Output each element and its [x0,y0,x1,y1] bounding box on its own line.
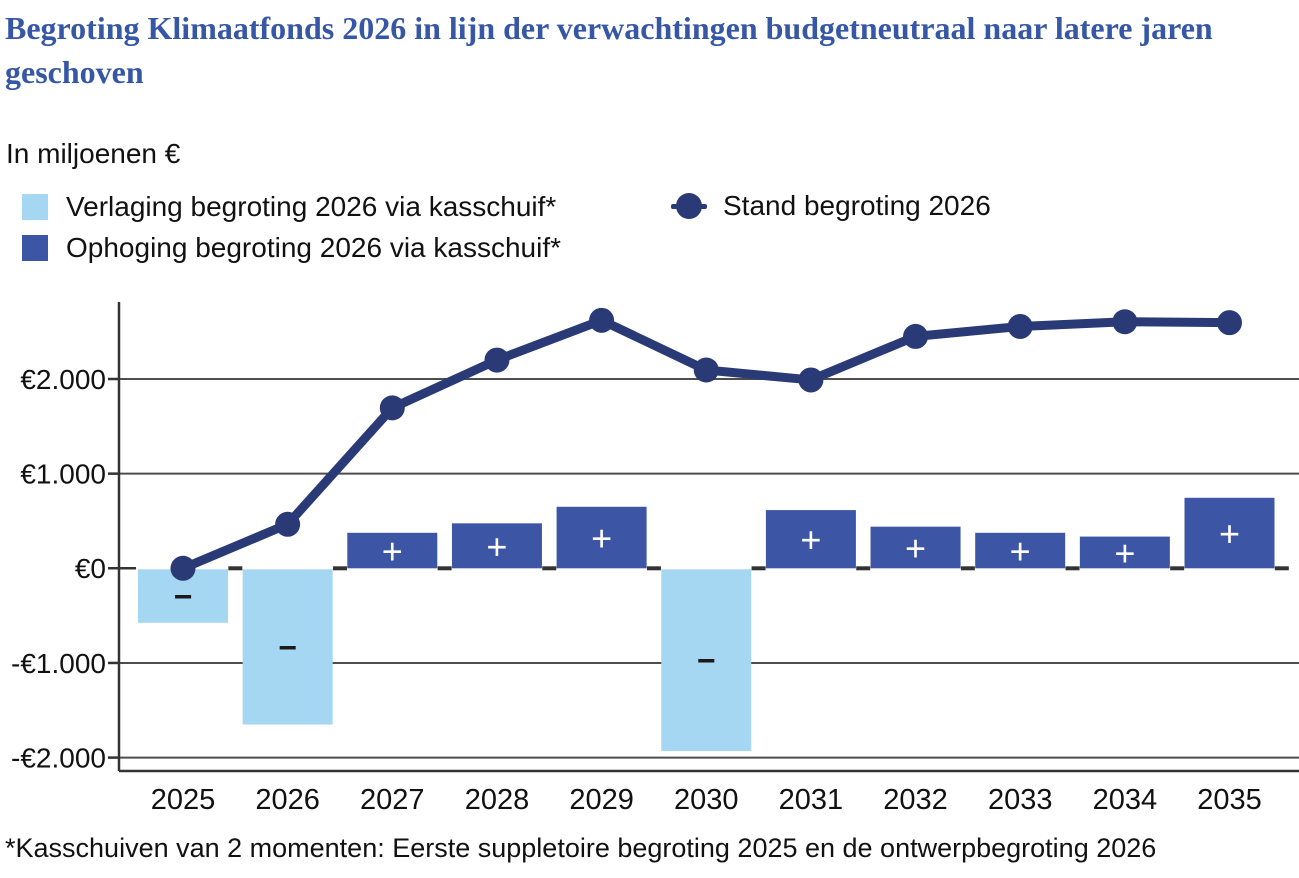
line-point-2030 [693,357,719,383]
x-label-2031: 2031 [779,784,844,816]
bar-sign-2035: + [1219,513,1240,554]
ophoging-swatch-icon [22,235,48,261]
bar-2033 [975,532,1066,569]
y-tick-label-1000: €1.000 [20,458,106,489]
line-point-2026 [275,511,301,537]
bar-sign-2034: + [1114,532,1135,573]
line-point-2025 [170,555,196,581]
combo-chart: €2.000 €1.000 €0 -€1.000 -€2.000 − − + + + − + + + + +2… [11,302,1299,816]
line-point-2028 [484,347,510,373]
chart-unit-label: In miljoenen € [6,138,181,169]
bar-2027 [347,532,438,569]
bar-sign-2030: − [697,643,716,679]
y-tick-label--2000: -€2.000 [11,742,106,773]
bar-2028 [451,523,542,569]
x-label-2028: 2028 [465,784,530,816]
bar-sign-2027: + [382,531,403,572]
verlaging-swatch-icon [22,194,48,220]
bar-2030 [661,569,752,752]
bar-sign-2029: + [591,517,612,558]
page-title: Begroting Klimaatfonds 2026 in lijn der … [5,10,1213,90]
line-point-2032 [903,323,929,349]
line-point-2031 [798,367,824,393]
x-label-2035: 2035 [1197,784,1262,816]
legend-label-stand: Stand begroting 2026 [723,190,991,221]
bar-sign-2032: + [905,527,926,568]
bar-2026 [242,569,333,725]
legend-item-stand: Stand begroting 2026 [671,190,991,221]
y-tick-label-2000: €2.000 [20,364,106,395]
line-point-2033 [1007,313,1033,339]
bar-sign-2033: + [1010,531,1031,572]
x-label-2030: 2030 [674,784,739,816]
legend-label-ophoging: Ophoging begroting 2026 via kasschuif* [66,232,562,263]
bar-sign-2025: − [174,579,193,615]
bar-2034 [1079,536,1170,569]
line-point-2034 [1112,309,1138,335]
bar-2029 [556,506,647,569]
line-marker-dot [676,193,702,219]
line-point-2027 [379,395,405,421]
bar-2035 [1184,497,1275,569]
x-label-2026: 2026 [255,784,320,816]
y-tick-label--1000: -€1.000 [11,648,106,679]
legend-item-verlaging: Verlaging begroting 2026 via kasschuif* [22,191,557,222]
y-tick-label-0: €0 [75,553,106,584]
x-label-2027: 2027 [360,784,425,816]
bar-sign-2028: + [486,526,507,567]
legend-item-ophoging: Ophoging begroting 2026 via kasschuif* [22,232,562,263]
x-label-2032: 2032 [883,784,948,816]
bar-sign-2026: − [278,629,297,665]
line-point-2035 [1217,310,1242,336]
x-label-2033: 2033 [988,784,1053,816]
x-label-2029: 2029 [569,784,634,816]
bar-sign-2031: + [800,519,821,560]
line-dot-marker-icon [671,192,707,220]
bar-2031 [765,510,856,569]
bar-2032 [870,526,961,569]
legend-label-verlaging: Verlaging begroting 2026 via kasschuif* [66,191,557,222]
line-point-2029 [589,307,615,333]
footnote: *Kasschuiven van 2 momenten: Eerste supp… [5,833,1157,863]
x-label-2025: 2025 [151,784,216,816]
x-label-2034: 2034 [1093,784,1158,816]
